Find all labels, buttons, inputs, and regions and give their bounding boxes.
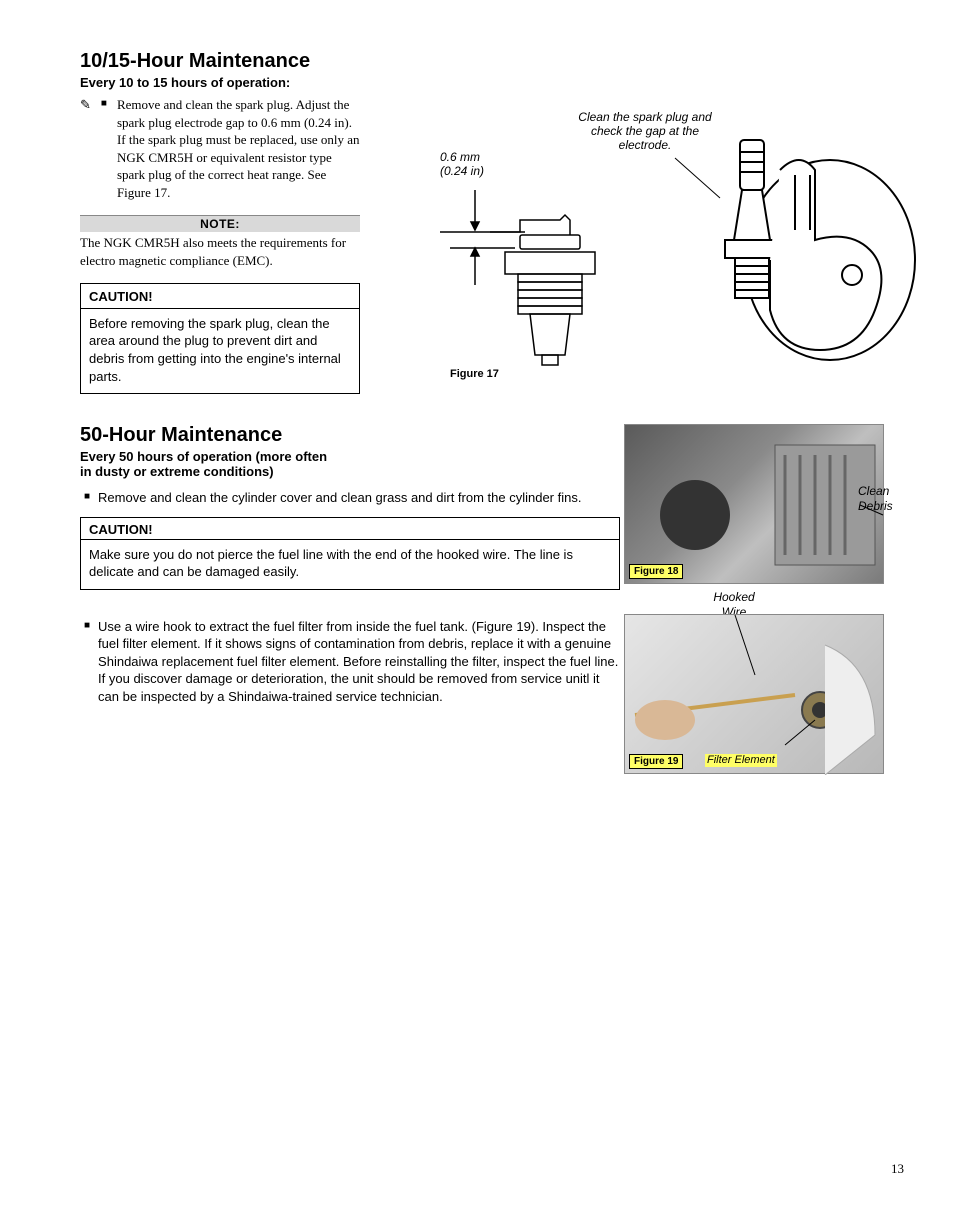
page-number: 13 [891,1161,904,1177]
figures-right: Figure 18 Clean Debris Hooked Wire [624,424,904,774]
bullet-square-icon: ■ [84,489,90,507]
section-subhead: Every 10 to 15 hours of operation: [80,75,360,90]
bullet-item: ■ Use a wire hook to extract the fuel fi… [80,618,620,706]
caution-label: CAUTION! [81,518,619,540]
figure-17: 0.6 mm (0.24 in) Clean the spark plug an… [420,80,920,390]
section-50-left: 50-Hour Maintenance Every 50 hours of op… [80,424,620,705]
bullet-text: Use a wire hook to extract the fuel filt… [98,618,620,706]
note-text: The NGK CMR5H also meets the requirement… [80,234,360,269]
bullet-square-icon: ■ [84,618,90,706]
caution-label: CAUTION! [81,284,359,309]
figure-17-caption: Figure 17 [450,368,499,380]
gap-label: 0.6 mm (0.24 in) [440,150,510,178]
section-50-hour: 50-Hour Maintenance Every 50 hours of op… [80,394,904,774]
section-50-title: 50-Hour Maintenance [80,424,620,447]
figure-18: Figure 18 Clean Debris [624,424,904,584]
bullet-item: ■ Remove and clean the cylinder cover an… [80,489,620,507]
note-label: NOTE: [80,215,360,232]
clean-label: Clean the spark plug and check the gap a… [570,110,720,152]
figure-18-image: Figure 18 [624,424,884,584]
clean-debris-label: Clean Debris [858,484,906,513]
figure-19: Hooked Wire Figure 19 Filter Element [624,614,904,774]
caution-box: CAUTION! Before removing the spark plug,… [80,283,360,394]
bullet-text: Remove and clean the cylinder cover and … [98,489,581,507]
caution-box: CAUTION! Make sure you do not pierce the… [80,517,620,590]
section-50-subhead: Every 50 hours of operation (more often … [80,449,340,479]
figure-19-image: Figure 19 Filter Element [624,614,884,774]
figure-18-caption: Figure 18 [629,564,683,579]
section-1015-hour: 10/15-Hour Maintenance Every 10 to 15 ho… [80,50,360,394]
bullet-square-icon: ■ [101,96,107,112]
caution-text: Before removing the spark plug, clean th… [81,309,359,393]
page: 10/15-Hour Maintenance Every 10 to 15 ho… [80,50,904,1177]
bullet-item: ✎ ■ Remove and clean the spark plug. Adj… [80,96,360,201]
figure-19-caption: Figure 19 [629,754,683,769]
tool-icon: ✎ [80,96,91,114]
section-title: 10/15-Hour Maintenance [80,50,360,73]
filter-element-label: Filter Element [705,754,777,767]
caution-text: Make sure you do not pierce the fuel lin… [81,540,619,589]
bullet-text: Remove and clean the spark plug. Adjust … [117,96,360,201]
